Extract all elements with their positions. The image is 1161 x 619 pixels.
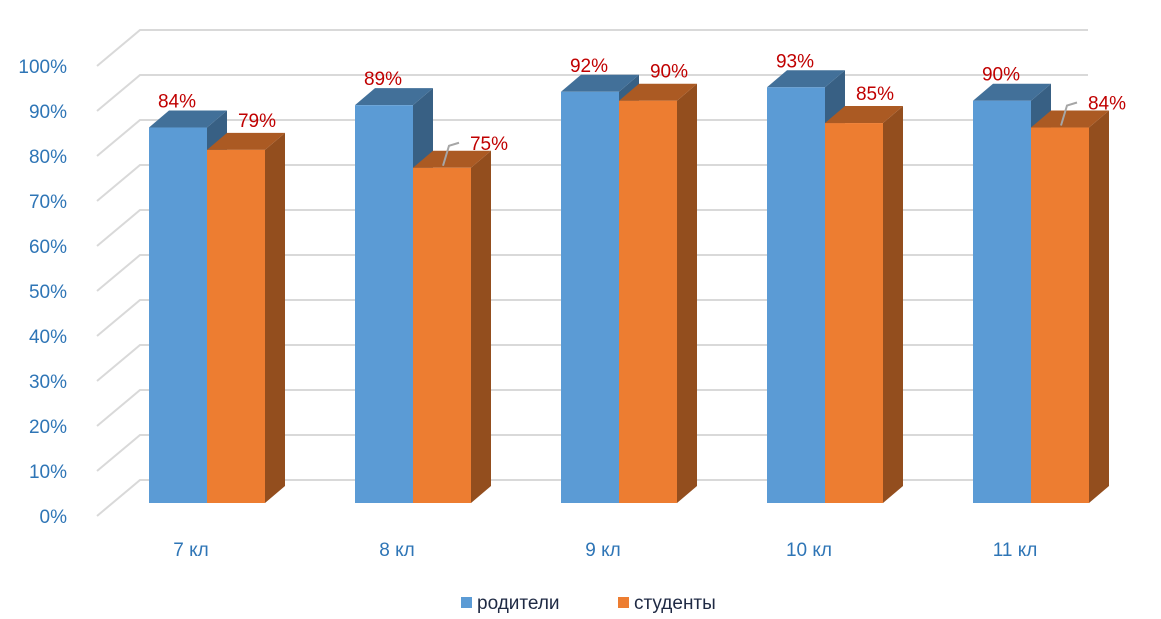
bar-1-1 (413, 150, 491, 503)
bar-front (973, 100, 1031, 503)
bar-1-2 (619, 83, 697, 503)
x-tick-label: 8 кл (379, 540, 414, 561)
x-tick-label: 9 кл (585, 540, 620, 561)
bar-front (561, 91, 619, 503)
legend-swatch-roditeli (461, 597, 472, 608)
leader-line (442, 141, 460, 167)
bar-front (413, 167, 471, 503)
legend-label-studenty: студенты (634, 593, 716, 614)
gridline (96, 74, 1088, 112)
data-label: 85% (856, 84, 894, 105)
bar-front (207, 149, 265, 503)
data-labels: 84% 79% 89% 75% 92% 90% 93% 85% 90% 84% (158, 51, 1126, 167)
bar-top (619, 83, 697, 101)
y-tick-label: 20% (29, 417, 67, 438)
data-label: 84% (1088, 94, 1126, 115)
data-label: 93% (776, 51, 814, 72)
bar-top (973, 83, 1051, 101)
y-tick-label: 30% (29, 372, 67, 393)
bar-1-0 (207, 132, 285, 503)
y-tick-label: 70% (29, 192, 67, 213)
y-tick-label: 100% (18, 57, 67, 78)
gridlines (96, 29, 1088, 517)
data-label: 92% (570, 56, 608, 77)
bar-1-3 (825, 106, 903, 504)
bar-top (1031, 110, 1109, 128)
leader-line (1060, 101, 1078, 126)
bar-front (825, 123, 883, 504)
legend-swatch-studenty (618, 597, 629, 608)
x-axis-ticks: 7 кл 8 кл 9 кл 10 кл 11 кл (173, 540, 1037, 561)
bar-front (619, 100, 677, 503)
x-tick-label: 11 кл (993, 540, 1038, 561)
bar-top (149, 110, 227, 128)
x-tick-label: 10 кл (786, 540, 832, 561)
bar-top (767, 70, 845, 88)
bar-front (767, 87, 825, 503)
bar-front (1031, 127, 1089, 504)
bar-front (149, 127, 207, 504)
y-tick-label: 50% (29, 282, 67, 303)
data-label: 90% (650, 62, 688, 83)
y-tick-label: 10% (29, 462, 67, 483)
bar-top (355, 88, 433, 106)
y-tick-label: 40% (29, 327, 67, 348)
y-tick-label: 80% (29, 147, 67, 168)
data-label: 90% (982, 65, 1020, 86)
data-label: 89% (364, 69, 402, 90)
y-tick-label: 90% (29, 102, 67, 123)
data-label: 79% (238, 111, 276, 132)
data-label: 75% (470, 134, 508, 155)
bar-1-4 (1031, 110, 1109, 504)
bar-top (825, 106, 903, 124)
y-axis-ticks: 0% 10% 20% 30% 40% 50% 60% 70% 80% 90% 100% (18, 57, 67, 528)
bar-top (413, 150, 491, 168)
bar-front (355, 105, 413, 504)
legend-label-roditeli: родители (477, 593, 560, 614)
bar-side (883, 106, 903, 504)
y-tick-label: 0% (40, 507, 68, 528)
bars (149, 70, 1109, 504)
y-tick-label: 60% (29, 237, 67, 258)
bar-side (677, 83, 697, 503)
gridline (96, 29, 1088, 67)
bar-side (471, 150, 491, 503)
bar-top (207, 132, 285, 150)
data-label: 84% (158, 92, 196, 113)
bar-top (561, 74, 639, 92)
legend: родители студенты (461, 593, 716, 614)
x-tick-label: 7 кл (173, 540, 208, 561)
bar-side (265, 132, 285, 503)
bar-side (1089, 110, 1109, 504)
